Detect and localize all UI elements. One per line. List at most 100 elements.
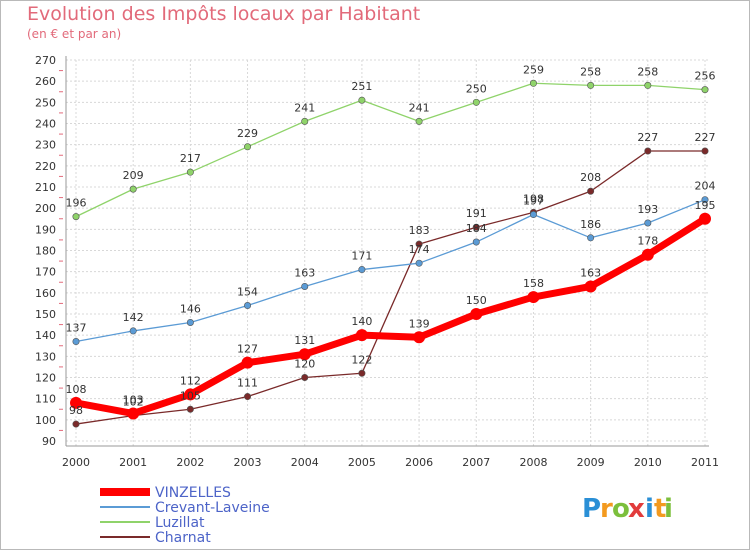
- proxiti-logo: Pr ox i ti: [582, 494, 673, 524]
- data-label: 178: [637, 235, 658, 248]
- data-label: 186: [580, 218, 601, 231]
- data-point: [358, 96, 366, 104]
- y-tick-label: 230: [35, 139, 56, 152]
- data-point: [301, 117, 309, 125]
- data-label: 154: [237, 286, 258, 299]
- data-point: [129, 327, 137, 335]
- x-tick-label: 2004: [291, 456, 319, 469]
- data-label: 241: [409, 101, 430, 114]
- y-tick-label: 250: [35, 96, 56, 109]
- data-point: [186, 405, 194, 413]
- x-tick-label: 2006: [405, 456, 433, 469]
- data-point: [72, 338, 80, 346]
- legend-label: Charnat: [155, 530, 211, 546]
- data-point: [527, 291, 540, 304]
- y-tick-label: 90: [42, 435, 56, 448]
- data-label: 227: [637, 131, 658, 144]
- data-label: 193: [637, 203, 658, 216]
- data-label: 196: [66, 197, 87, 210]
- logo-letter: i: [645, 494, 654, 524]
- data-point: [127, 407, 140, 420]
- data-point: [186, 168, 194, 176]
- x-tick-label: 2000: [62, 456, 90, 469]
- data-point: [244, 302, 252, 310]
- y-tick-label: 140: [35, 329, 56, 342]
- data-label: 174: [409, 243, 430, 256]
- data-label: 112: [180, 374, 201, 387]
- data-label: 108: [66, 383, 87, 396]
- data-point: [644, 81, 652, 89]
- data-point: [701, 196, 709, 204]
- y-tick-label: 100: [35, 414, 56, 427]
- y-tick-label: 170: [35, 266, 56, 279]
- data-point: [529, 211, 537, 219]
- data-point: [358, 266, 366, 274]
- data-point: [470, 308, 483, 320]
- series-line-crevant-laveine: [75, 199, 706, 343]
- data-label: 259: [523, 63, 544, 76]
- chart-title: Evolution des Impôts locaux par Habitant: [27, 3, 421, 25]
- data-label: 171: [351, 250, 372, 263]
- data-point: [72, 213, 80, 221]
- data-point: [641, 248, 654, 261]
- data-label: 241: [294, 101, 315, 114]
- data-label: 163: [580, 266, 601, 279]
- y-tick-label: 210: [35, 181, 56, 194]
- data-point: [244, 143, 252, 151]
- data-point: [298, 348, 311, 361]
- logo-letter: t: [654, 494, 666, 524]
- y-tick-label: 160: [35, 287, 56, 300]
- y-tick-label: 110: [35, 393, 56, 406]
- data-label: 139: [409, 317, 430, 330]
- data-label: 111: [237, 377, 258, 390]
- legend-label: VINZELLES: [155, 485, 231, 501]
- series-line-vinzelles: [75, 215, 707, 417]
- data-label: 146: [180, 302, 201, 315]
- data-label: 217: [180, 152, 201, 165]
- data-point: [529, 79, 537, 87]
- data-label: 191: [466, 207, 487, 220]
- y-tick-label: 180: [35, 245, 56, 258]
- data-point: [70, 396, 82, 409]
- data-label: 227: [695, 131, 716, 144]
- data-label: 120: [294, 358, 315, 371]
- data-point: [415, 117, 423, 125]
- logo-letter: i: [664, 494, 673, 524]
- data-label: 131: [294, 334, 315, 347]
- data-label: 251: [351, 80, 372, 93]
- data-point: [701, 86, 709, 94]
- data-point: [244, 393, 252, 401]
- x-tick-label: 2001: [119, 456, 147, 469]
- data-label: 140: [351, 315, 372, 328]
- chart-subtitle: (en € et par an): [27, 27, 122, 41]
- data-label: 122: [351, 353, 372, 366]
- data-point: [129, 185, 137, 193]
- data-label: 163: [294, 266, 315, 279]
- x-tick-label: 2009: [577, 456, 605, 469]
- data-label: 183: [409, 224, 430, 237]
- data-label: 105: [180, 389, 201, 402]
- logo-letter: P: [582, 494, 601, 524]
- data-point: [358, 369, 366, 377]
- data-label: 102: [123, 396, 144, 409]
- data-labels: 196 209 217 229 241 251 241 250 259 258 258 256 98 10…: [66, 63, 716, 417]
- data-point: [72, 420, 80, 428]
- y-tick-label: 150: [35, 308, 56, 321]
- series-line-luzillat: [75, 82, 706, 218]
- x-tick-label: 2008: [519, 456, 547, 469]
- y-tick-label: 240: [35, 118, 56, 131]
- data-label: 197: [523, 195, 544, 208]
- data-point: [472, 223, 480, 231]
- x-tick-label: 2010: [634, 456, 662, 469]
- x-tick-label: 2003: [234, 456, 262, 469]
- data-label: 195: [695, 199, 716, 212]
- data-label: 142: [123, 311, 144, 324]
- data-label: 98: [69, 404, 83, 417]
- y-tick-label: 220: [35, 160, 56, 173]
- data-label: 137: [66, 322, 87, 335]
- logo-letter: o: [612, 494, 630, 524]
- logo-letter: x: [628, 494, 645, 524]
- y-tick-label: 130: [35, 350, 56, 363]
- y-tick-label: 200: [35, 202, 56, 215]
- x-tick-label: 2011: [691, 456, 719, 469]
